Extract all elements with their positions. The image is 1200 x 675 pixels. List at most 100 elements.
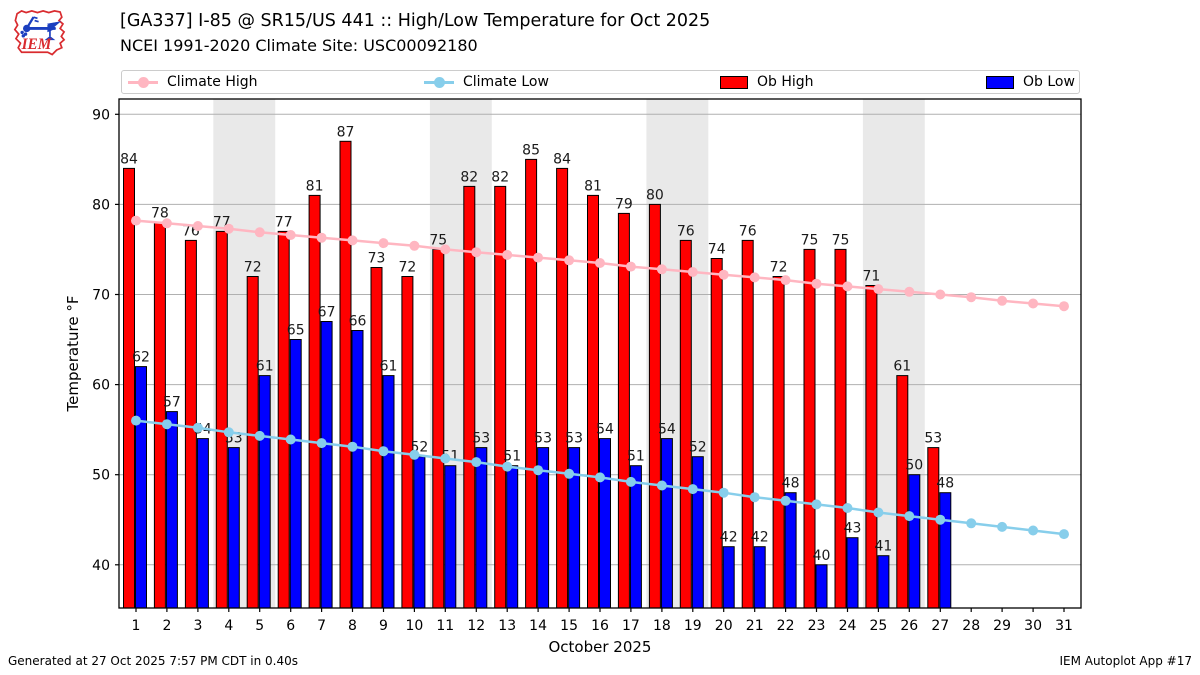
ob-low-value-label: 50 (905, 458, 923, 474)
ob-low-value-label: 61 (256, 359, 274, 375)
climate-low-marker (749, 492, 760, 503)
climate-low-marker (409, 449, 420, 460)
y-axis-label: Temperature °F (64, 296, 82, 413)
y-tick-label: 90 (92, 107, 110, 123)
ob-high-value-label: 79 (615, 196, 633, 212)
ob-low-bar (475, 447, 488, 609)
climate-high-marker (192, 221, 203, 231)
x-tick-label: 28 (962, 618, 980, 634)
ob-low-bar (629, 465, 642, 609)
climate-low-marker (1028, 525, 1039, 536)
x-tick-label: 4 (224, 618, 233, 634)
ob-low-value-label: 48 (782, 476, 800, 492)
climate-high-marker (471, 247, 482, 258)
climate-high-marker (1028, 298, 1039, 309)
ob-high-value-label: 75 (429, 232, 447, 248)
logo-text: IEM (21, 36, 53, 53)
ob-high-value-label: 72 (398, 260, 416, 276)
ob-high-bar (710, 258, 723, 609)
climate-high-marker (625, 261, 636, 272)
y-tick-label: 50 (92, 468, 110, 484)
x-tick-label: 7 (317, 618, 326, 634)
climate-low-marker (378, 446, 389, 457)
ob-low-value-label: 40 (813, 548, 831, 564)
climate-high-marker (502, 249, 513, 260)
climate-high-marker (533, 252, 544, 263)
climate-low-marker (1059, 529, 1069, 540)
climate-low-marker (316, 438, 327, 449)
legend-item-climate-low: Climate Low (424, 71, 549, 93)
ob-low-bar (908, 474, 921, 609)
chart-legend: Climate High Climate Low Ob High Ob Low (121, 70, 1080, 94)
climate-low-marker (161, 419, 172, 430)
ob-high-value-label: 72 (244, 260, 262, 276)
page-subtitle: NCEI 1991-2020 Climate Site: USC00092180 (120, 36, 478, 55)
ob-low-bar (722, 546, 735, 609)
x-tick-label: 18 (653, 618, 671, 634)
climate-high-marker (966, 292, 977, 303)
ob-high-value-label: 84 (120, 151, 138, 167)
ob-low-value-label: 53 (472, 431, 490, 447)
x-tick-label: 20 (715, 618, 733, 634)
climate-high-line-swatch-icon (128, 76, 158, 88)
climate-high-marker (347, 235, 358, 246)
ob-high-value-label: 74 (708, 242, 726, 258)
climate-high-marker (687, 267, 698, 277)
climate-low-marker (192, 422, 203, 433)
x-tick-label: 13 (498, 618, 516, 634)
ob-low-value-label: 51 (503, 449, 521, 465)
ob-high-value-label: 53 (924, 431, 942, 447)
x-tick-label: 11 (436, 618, 454, 634)
ob-high-bar (741, 239, 754, 609)
climate-low-marker (285, 434, 296, 445)
ob-high-value-label: 87 (337, 124, 355, 140)
x-tick-label: 1 (132, 618, 141, 634)
climate-high-marker (161, 218, 172, 229)
legend-item-climate-high: Climate High (128, 71, 258, 93)
x-tick-label: 2 (162, 618, 171, 634)
ob-low-patch-swatch-icon (986, 75, 1014, 89)
x-tick-label: 6 (286, 618, 295, 634)
climate-high-marker (873, 284, 884, 295)
x-tick-label: 19 (684, 618, 702, 634)
y-tick-label: 80 (92, 197, 110, 213)
climate-high-marker (595, 258, 605, 268)
ob-high-value-label: 81 (306, 178, 324, 194)
climate-high-marker (656, 264, 667, 275)
ob-low-bar (660, 438, 673, 609)
ob-high-bar (772, 276, 785, 609)
climate-low-marker (935, 514, 946, 525)
ob-high-value-label: 82 (491, 169, 509, 185)
x-tick-label: 22 (777, 618, 795, 634)
ob-high-bar (896, 375, 909, 609)
title-block: [GA337] I-85 @ SR15/US 441 :: High/Low T… (120, 8, 710, 58)
climate-low-marker (842, 503, 853, 513)
x-tick-label: 10 (405, 618, 423, 634)
ob-low-bar (227, 447, 240, 609)
climate-low-marker (625, 476, 636, 487)
climate-low-marker (904, 511, 915, 522)
iem-logo: IEM (13, 9, 66, 56)
x-tick-label: 14 (529, 618, 547, 634)
ob-high-bar (927, 447, 940, 609)
ob-low-bar (877, 555, 890, 609)
page-title: [GA337] I-85 @ SR15/US 441 :: High/Low T… (120, 11, 711, 31)
ob-low-bar (506, 465, 519, 609)
climate-low-line-swatch-icon (424, 76, 454, 88)
x-tick-label: 12 (467, 618, 485, 634)
climate-low-marker (656, 480, 667, 491)
x-tick-label: 26 (900, 618, 918, 634)
climate-low-marker (780, 495, 791, 506)
ob-high-bar (587, 194, 599, 609)
ob-low-bar (599, 438, 611, 609)
climate-low-marker (502, 461, 513, 472)
ob-high-bar (277, 230, 290, 609)
ob-low-value-label: 65 (287, 323, 305, 339)
ob-high-value-label: 81 (584, 178, 602, 194)
legend-label: Ob High (757, 74, 814, 90)
ob-high-bar (834, 248, 847, 609)
ob-low-bar (258, 375, 271, 609)
climate-low-marker (254, 430, 265, 441)
